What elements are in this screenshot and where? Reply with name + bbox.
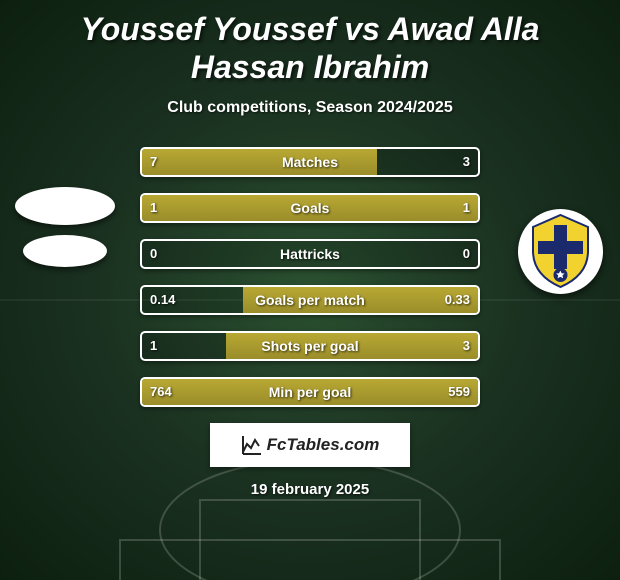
stat-label: Shots per goal xyxy=(142,333,478,359)
stat-value-right: 3 xyxy=(463,333,470,359)
stat-label: Hattricks xyxy=(142,241,478,267)
stats-bars: 7 Matches 3 1 Goals 1 0 Hattricks 0 0.14… xyxy=(140,147,480,407)
stat-value-right: 3 xyxy=(463,149,470,175)
stat-row: 1 Shots per goal 3 xyxy=(140,331,480,361)
club-crest-icon xyxy=(518,209,603,294)
stat-row: 0 Hattricks 0 xyxy=(140,239,480,269)
comparison-title: Youssef Youssef vs Awad Alla Hassan Ibra… xyxy=(0,0,620,91)
stat-row: 1 Goals 1 xyxy=(140,193,480,223)
chart-icon xyxy=(241,434,263,456)
stat-row: 0.14 Goals per match 0.33 xyxy=(140,285,480,315)
stat-row: 7 Matches 3 xyxy=(140,147,480,177)
brand-label: FcTables.com xyxy=(267,435,380,455)
stat-value-right: 0.33 xyxy=(445,287,470,313)
stat-value-right: 559 xyxy=(448,379,470,405)
season-subtitle: Club competitions, Season 2024/2025 xyxy=(0,99,620,117)
stat-value-right: 0 xyxy=(463,241,470,267)
stat-row: 764 Min per goal 559 xyxy=(140,377,480,407)
stat-label: Goals xyxy=(142,195,478,221)
player-right-badge xyxy=(515,207,605,297)
footer-date: 19 february 2025 xyxy=(0,481,620,498)
stat-label: Matches xyxy=(142,149,478,175)
stat-value-right: 1 xyxy=(463,195,470,221)
stat-label: Goals per match xyxy=(142,287,478,313)
player-left-badge xyxy=(15,187,115,277)
stat-label: Min per goal xyxy=(142,379,478,405)
brand-logo[interactable]: FcTables.com xyxy=(210,423,410,467)
stats-content: 7 Matches 3 1 Goals 1 0 Hattricks 0 0.14… xyxy=(0,147,620,498)
